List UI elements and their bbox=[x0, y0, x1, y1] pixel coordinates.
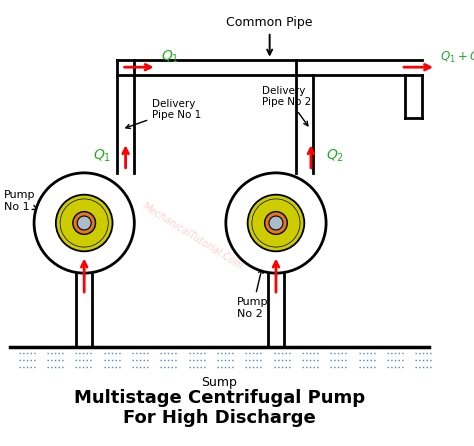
Circle shape bbox=[73, 212, 96, 234]
Text: MechanicalTutorial.Com: MechanicalTutorial.Com bbox=[141, 201, 246, 271]
Text: Pump
No 2: Pump No 2 bbox=[237, 268, 268, 319]
Circle shape bbox=[264, 212, 287, 234]
Circle shape bbox=[77, 216, 91, 230]
Text: Delivery
Pipe No 1: Delivery Pipe No 1 bbox=[126, 99, 201, 128]
Circle shape bbox=[56, 194, 112, 252]
Text: $Q_1$: $Q_1$ bbox=[92, 147, 111, 164]
Circle shape bbox=[247, 194, 304, 252]
Circle shape bbox=[34, 173, 134, 273]
Text: $Q_1+Q_2$: $Q_1+Q_2$ bbox=[440, 50, 474, 65]
Text: $Q_1$: $Q_1$ bbox=[161, 49, 179, 65]
Text: Common Pipe: Common Pipe bbox=[227, 16, 313, 54]
Text: Multistage Centrifugal Pump
For High Discharge: Multistage Centrifugal Pump For High Dis… bbox=[74, 388, 365, 427]
Text: Pump
No 1: Pump No 1 bbox=[4, 190, 38, 212]
Circle shape bbox=[269, 216, 283, 230]
Circle shape bbox=[226, 173, 326, 273]
Text: $Q_2$: $Q_2$ bbox=[326, 147, 344, 164]
Text: Sump: Sump bbox=[201, 376, 237, 388]
Text: Delivery
Pipe No 2: Delivery Pipe No 2 bbox=[263, 86, 312, 126]
